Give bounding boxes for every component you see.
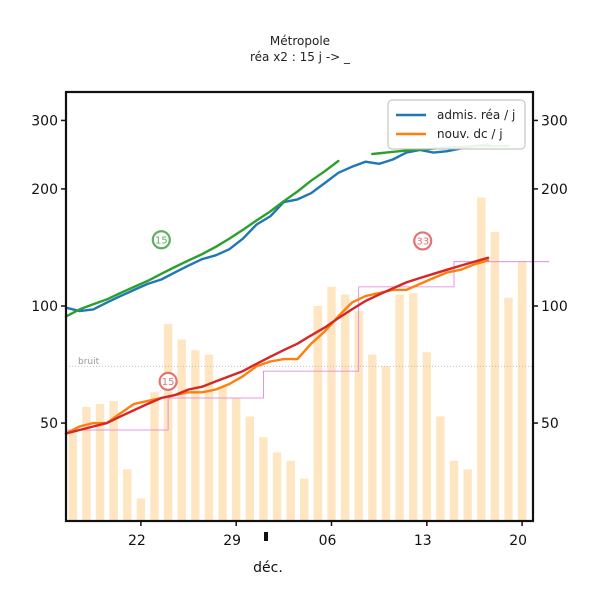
bar [436,416,445,521]
bar [109,400,118,521]
series-line-0 [64,143,490,313]
bar [313,305,323,521]
bar [300,478,309,521]
y-tick-label-right: 200 [541,182,568,198]
bar [191,350,200,521]
chart-title: Métropole [270,34,330,48]
bar [177,339,186,521]
bar [136,498,146,521]
y-tick-label: 100 [31,299,58,315]
bar [477,197,486,522]
badge-circle [158,371,178,391]
x-tick-label: 06 [319,533,337,549]
y-tick-label: 200 [31,182,58,198]
bars-layer [68,197,527,522]
bar [150,392,159,521]
y-tick-label: 50 [40,416,58,432]
bar [68,429,78,521]
badges-layer: 15 15 33 [151,230,433,391]
x-axis-marker [264,532,268,541]
series-layer [64,143,510,435]
legend-label-admis: admis. réa / j [437,108,515,122]
legend: admis. réa / j nouv. dc / j [387,99,526,150]
bar [463,469,472,521]
noise-label: bruit [78,357,100,367]
x-axis: 22 29 06 13 20 [128,521,527,549]
y-axis-right: 50 100 200 300 [533,113,568,432]
y-axis-left: 50 100 200 300 [31,113,66,432]
bar [82,406,91,521]
badge-label: 15 [162,377,175,388]
bar [340,294,350,521]
x-tick-label: 29 [223,533,241,549]
bar [204,354,214,521]
x-tick-label: 22 [128,533,146,549]
legend-label-dc: nouv. dc / j [437,127,503,141]
bar [368,354,377,521]
series-line-1 [64,159,340,318]
y-tick-label-right: 100 [541,299,568,315]
bar [218,386,227,521]
bar [123,469,132,521]
chart-subtitle: réa x2 : 15 j -> _ [250,50,351,64]
bar [504,297,513,521]
bar [490,231,500,522]
badge-circle [151,230,171,250]
bar [327,286,336,521]
y-tick-label-right: 50 [541,416,559,432]
bar [422,352,432,521]
bar [231,397,241,521]
noise-layer: bruit [66,357,533,367]
y-tick-label-right: 300 [541,113,568,129]
plot-frame [64,90,535,523]
bar [286,460,295,521]
x-tick-label: 20 [509,533,527,549]
bar [449,460,459,521]
y-tick-label: 300 [31,113,58,129]
badge-label: 15 [155,235,168,246]
bar [245,416,255,521]
steps-layer [66,261,550,431]
series-line-4 [64,256,490,435]
bar [354,311,363,521]
bar [95,403,105,521]
legend-box [387,99,526,150]
bar [408,292,418,521]
x-tick-label: 13 [414,533,432,549]
bar [259,437,268,521]
bar [381,366,391,521]
bar [395,294,404,521]
badge-circle [413,231,433,251]
x-axis-label: déc. [253,560,283,576]
series-line-3 [64,259,490,435]
step-line [66,261,550,431]
bar [272,452,282,521]
bar [517,261,527,521]
badge-label: 33 [416,236,429,247]
